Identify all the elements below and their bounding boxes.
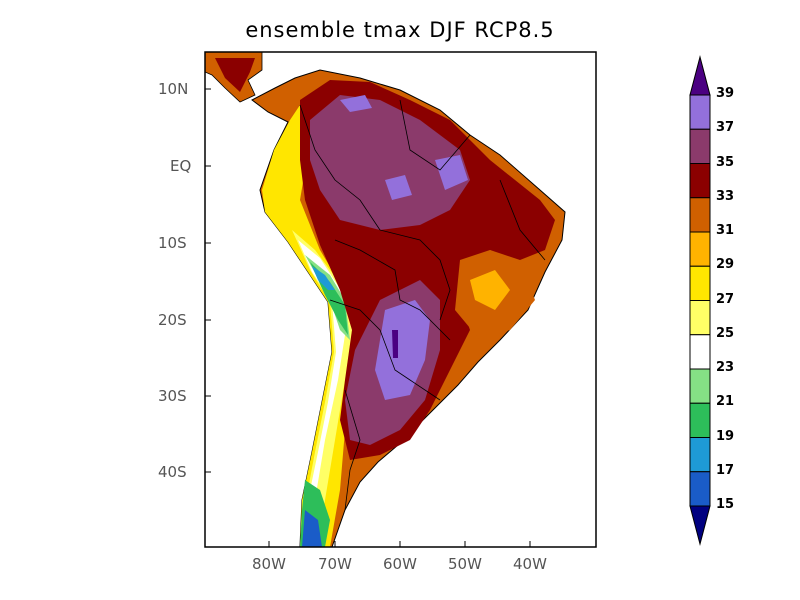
- lat-tick-label: 20S: [158, 311, 187, 329]
- colorbar-bin: [689, 231, 711, 267]
- colorbar-label: 31: [716, 223, 735, 238]
- colorbar-label: 19: [716, 428, 735, 444]
- contour-maroon-north: [310, 95, 470, 230]
- lat-tick-label: EQ: [170, 157, 192, 175]
- country-borders: [299, 99, 546, 511]
- colorbar-bin: [689, 471, 711, 507]
- colorbar-over-triangle: [689, 55, 711, 96]
- lat-tick-label: 30S: [158, 387, 187, 405]
- contour-white: [298, 240, 345, 547]
- colorbar-label: 25: [716, 325, 735, 341]
- colorbar-label: 17: [716, 462, 735, 478]
- lat-tick-label: 10N: [158, 80, 189, 98]
- lat-tick-label: 10S: [158, 234, 187, 252]
- colorbar-label: 15: [716, 497, 735, 512]
- colorbar-label: 37: [716, 120, 735, 136]
- contour-south-blue: [302, 510, 322, 547]
- lon-tick-label: 50W: [448, 555, 482, 573]
- colorbar-label: 27: [716, 291, 735, 307]
- colorbar-bin: [689, 368, 711, 404]
- colorbar-bin: [689, 402, 711, 438]
- colorbar-bin: [689, 128, 711, 164]
- colorbar-label: 29: [716, 257, 735, 273]
- contour-purple-1: [340, 95, 372, 112]
- lon-tick-label: 70W: [318, 555, 352, 573]
- contour-purple-2: [385, 175, 412, 200]
- map-title: ensemble tmax DJF RCP8.5: [245, 18, 555, 42]
- lon-tick-label: 60W: [383, 555, 417, 573]
- colorbar-bin: [689, 94, 711, 130]
- contour-purple-4: [375, 300, 430, 400]
- central-america-core: [215, 58, 255, 92]
- colorbar-bin: [689, 265, 711, 301]
- colorbar-bin: [689, 437, 711, 473]
- contour-amber-east: [470, 270, 510, 310]
- colorbar-bin: [689, 197, 711, 233]
- lon-tick-label: 40W: [513, 555, 547, 573]
- axis-ticks: [205, 88, 531, 547]
- colorbar-bin: [689, 163, 711, 199]
- contour-cyan: [312, 266, 335, 290]
- colorbar-bin: [689, 300, 711, 336]
- colorbar-bin: [689, 334, 711, 370]
- lon-tick-label: 80W: [252, 555, 286, 573]
- contour-indigo: [392, 330, 398, 358]
- colorbar-label: 35: [716, 154, 735, 170]
- colorbar-label: 33: [716, 188, 735, 204]
- colorbar-label: 23: [716, 360, 735, 375]
- colorbar-label: 21: [716, 394, 735, 410]
- lat-tick-label: 40S: [158, 463, 187, 481]
- colorbar-label: 39: [716, 86, 735, 101]
- contour-purple-3: [435, 155, 468, 190]
- colorbar-under-triangle: [689, 505, 711, 546]
- colorbar: [689, 55, 711, 546]
